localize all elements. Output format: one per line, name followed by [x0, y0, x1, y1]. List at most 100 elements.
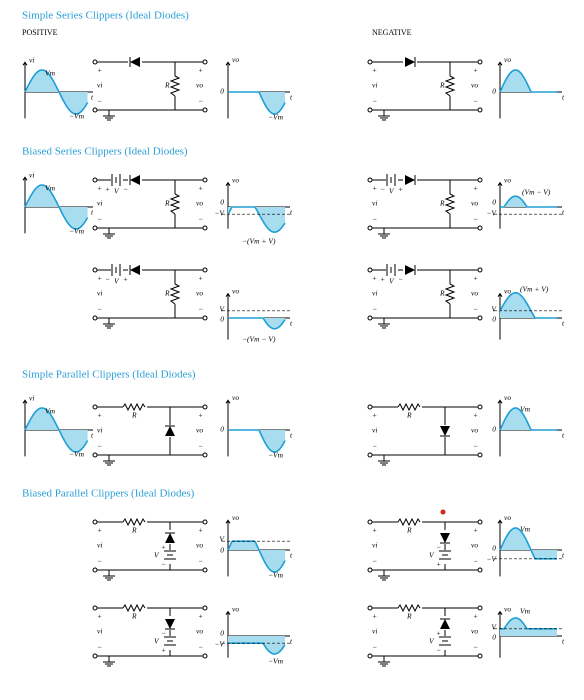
terminal — [202, 519, 208, 525]
label: + — [123, 275, 128, 284]
label: t — [290, 431, 293, 440]
terminal — [367, 653, 373, 659]
waveform-fill — [500, 196, 558, 207]
label: V — [389, 187, 395, 196]
label: −Vm — [268, 113, 284, 122]
label: − — [105, 275, 110, 284]
label: R — [131, 612, 137, 621]
resistor — [444, 283, 456, 305]
terminal — [477, 519, 483, 525]
label: Vm — [45, 407, 56, 416]
label: − — [97, 643, 102, 652]
label: + — [198, 411, 203, 420]
label: R — [164, 199, 170, 208]
axis-arrow — [225, 61, 231, 66]
label: − — [198, 557, 203, 566]
section-title: Biased Series Clippers (Ideal Diodes) — [22, 146, 188, 158]
terminal — [367, 107, 373, 113]
label: + — [372, 66, 377, 75]
terminal — [92, 267, 98, 273]
label: vi — [97, 426, 102, 435]
label: − — [436, 543, 441, 552]
label: − — [473, 643, 478, 652]
label: vo — [232, 513, 239, 522]
axis-arrow — [497, 292, 503, 297]
resistor — [397, 402, 421, 412]
terminal — [367, 605, 373, 611]
axis-arrow — [497, 399, 503, 404]
terminal — [202, 404, 208, 410]
label: Vm — [45, 69, 56, 78]
axis-arrow — [497, 61, 503, 66]
axis-arrow — [22, 399, 28, 404]
label: − — [97, 557, 102, 566]
terminal — [367, 519, 373, 525]
label: t — [562, 208, 565, 217]
label: (Vm + V) — [520, 285, 549, 294]
label: V — [219, 305, 225, 314]
label: t — [562, 637, 565, 646]
label: − — [198, 442, 203, 451]
red-dot — [440, 509, 446, 515]
label: Vm — [520, 607, 531, 616]
label: V — [154, 637, 160, 646]
terminal — [477, 605, 483, 611]
label: 0 — [220, 315, 224, 324]
terminal — [202, 315, 208, 321]
label: vo — [504, 513, 511, 522]
label: V — [429, 637, 435, 646]
terminal — [367, 177, 373, 183]
terminal — [202, 605, 208, 611]
label: t — [562, 93, 565, 102]
terminal — [92, 315, 98, 321]
label: − — [372, 215, 377, 224]
label: t — [562, 319, 565, 328]
label: −Vm — [69, 112, 85, 121]
resistor — [444, 193, 456, 215]
label: − — [372, 557, 377, 566]
waveform — [227, 206, 286, 234]
terminal — [367, 225, 373, 231]
label: V — [429, 551, 435, 560]
waveform-fill — [228, 207, 286, 233]
label: − — [398, 275, 403, 284]
label: vo — [196, 289, 203, 298]
label: + — [105, 185, 110, 194]
label: R — [131, 526, 137, 535]
label: + — [198, 184, 203, 193]
label: t — [290, 93, 293, 102]
terminal — [367, 315, 373, 321]
label: − — [161, 560, 166, 569]
waveform-fill — [228, 541, 286, 572]
terminal — [92, 225, 98, 231]
label: + — [473, 612, 478, 621]
waveform — [499, 69, 557, 93]
waveform — [228, 317, 286, 330]
label: − — [161, 629, 166, 638]
label: + — [436, 629, 441, 638]
label: vo — [471, 541, 478, 550]
terminal — [92, 59, 98, 65]
label: + — [97, 184, 102, 193]
terminal — [367, 452, 373, 458]
label: vi — [372, 81, 377, 90]
label: R — [131, 411, 137, 420]
waveform — [500, 617, 557, 630]
label: vo — [504, 604, 511, 613]
label: vi — [29, 394, 34, 403]
terminal — [92, 177, 98, 183]
waveform-fill — [500, 618, 558, 636]
label: vo — [504, 393, 511, 402]
label: − — [97, 215, 102, 224]
label: vi — [97, 199, 102, 208]
terminal — [477, 267, 483, 273]
diode — [165, 426, 175, 436]
label: + — [372, 526, 377, 535]
waveform — [499, 527, 557, 560]
terminal — [477, 177, 483, 183]
label: −V — [214, 640, 225, 649]
label: vi — [97, 541, 102, 550]
section-title: Simple Series Clippers (Ideal Diodes) — [22, 10, 189, 22]
label: − — [198, 215, 203, 224]
axis-arrow — [225, 610, 231, 615]
